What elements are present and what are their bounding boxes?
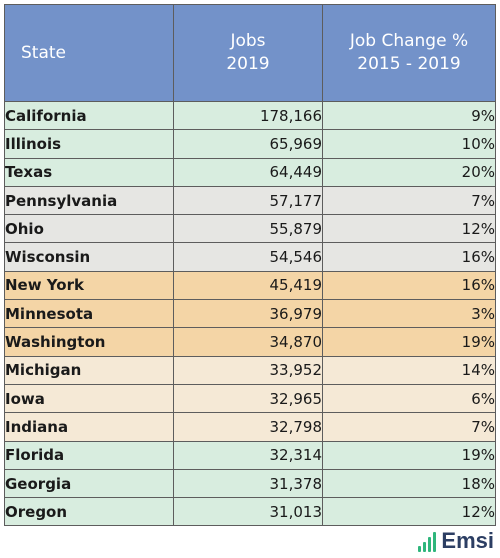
state-cell: Minnesota xyxy=(4,299,174,329)
logo-text: Emsi xyxy=(441,528,494,553)
table-row: Minnesota 36,979 3% xyxy=(4,299,496,329)
state-cell: Texas xyxy=(4,157,174,187)
state-cell: Pennsylvania xyxy=(4,185,174,216)
table-row: Texas 64,449 20% xyxy=(4,157,496,187)
state-cell: Oregon xyxy=(4,497,174,527)
header-state-label: State xyxy=(21,42,66,63)
table-row: Oregon 31,013 12% xyxy=(4,497,496,527)
jobs-cell: 45,419 xyxy=(173,270,323,301)
header-state: State xyxy=(4,4,174,102)
change-cell: 16% xyxy=(322,242,496,272)
jobs-cell: 57,177 xyxy=(173,185,323,216)
change-cell: 19% xyxy=(322,440,496,470)
state-cell: Ohio xyxy=(4,214,174,244)
header-jobs-line2: 2019 xyxy=(226,54,270,74)
jobs-cell: 36,979 xyxy=(173,299,323,329)
table-body: California 178,166 9% Illinois 65,969 10% Texa… xyxy=(4,100,496,527)
table-row: Florida 32,314 19% xyxy=(4,440,496,470)
jobs-cell: 55,879 xyxy=(173,214,323,244)
jobs-cell: 33,952 xyxy=(173,355,323,385)
jobs-cell: 34,870 xyxy=(173,327,323,357)
change-cell: 7% xyxy=(322,412,496,442)
table-row: Illinois 65,969 10% xyxy=(4,129,496,159)
table-row: Wisconsin 54,546 16% xyxy=(4,242,496,272)
change-cell: 9% xyxy=(322,100,496,131)
table-row: New York 45,419 16% xyxy=(4,270,496,301)
change-cell: 14% xyxy=(322,355,496,385)
jobs-cell: 65,969 xyxy=(173,129,323,159)
change-cell: 3% xyxy=(322,299,496,329)
bar-chart-icon xyxy=(418,532,437,552)
jobs-cell: 54,546 xyxy=(173,242,323,272)
change-cell: 18% xyxy=(322,468,496,499)
header-change-line1: Job Change % xyxy=(349,31,469,51)
table-row: Washington 34,870 19% xyxy=(4,327,496,357)
jobs-cell: 178,166 xyxy=(173,100,323,131)
change-cell: 20% xyxy=(322,157,496,187)
state-cell: New York xyxy=(4,270,174,301)
change-cell: 6% xyxy=(322,383,496,414)
state-cell: California xyxy=(4,100,174,131)
jobs-table: State Jobs 2019 Job Change % 2015 - 2019… xyxy=(4,4,496,527)
jobs-cell: 32,798 xyxy=(173,412,323,442)
header-jobs-line1: Jobs xyxy=(230,31,266,51)
jobs-cell: 32,965 xyxy=(173,383,323,414)
change-cell: 10% xyxy=(322,129,496,159)
header-jobs: Jobs 2019 xyxy=(173,4,323,102)
state-cell: Wisconsin xyxy=(4,242,174,272)
state-cell: Michigan xyxy=(4,355,174,385)
state-cell: Iowa xyxy=(4,383,174,414)
state-cell: Florida xyxy=(4,440,174,470)
table-row: Pennsylvania 57,177 7% xyxy=(4,185,496,216)
change-cell: 16% xyxy=(322,270,496,301)
table-row: Michigan 33,952 14% xyxy=(4,355,496,385)
jobs-cell: 32,314 xyxy=(173,440,323,470)
change-cell: 7% xyxy=(322,185,496,216)
emsi-logo: Emsi xyxy=(418,530,494,552)
jobs-cell: 31,013 xyxy=(173,497,323,527)
table-row: Ohio 55,879 12% xyxy=(4,214,496,244)
header-change-line2: 2015 - 2019 xyxy=(357,54,461,74)
state-cell: Georgia xyxy=(4,468,174,499)
change-cell: 12% xyxy=(322,497,496,527)
header-row: State Jobs 2019 Job Change % 2015 - 2019 xyxy=(4,4,496,102)
table-row: California 178,166 9% xyxy=(4,100,496,131)
state-cell: Indiana xyxy=(4,412,174,442)
change-cell: 12% xyxy=(322,214,496,244)
state-cell: Illinois xyxy=(4,129,174,159)
jobs-cell: 64,449 xyxy=(173,157,323,187)
header-change: Job Change % 2015 - 2019 xyxy=(322,4,496,102)
state-cell: Washington xyxy=(4,327,174,357)
table-row: Iowa 32,965 6% xyxy=(4,383,496,414)
change-cell: 19% xyxy=(322,327,496,357)
jobs-cell: 31,378 xyxy=(173,468,323,499)
table-row: Georgia 31,378 18% xyxy=(4,468,496,499)
table-row: Indiana 32,798 7% xyxy=(4,412,496,442)
